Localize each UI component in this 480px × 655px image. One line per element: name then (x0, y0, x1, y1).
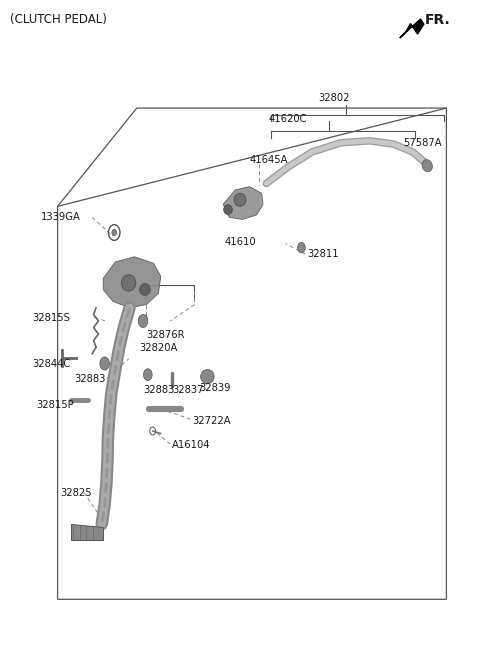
Text: 32876R: 32876R (146, 330, 185, 341)
Text: 1339GA: 1339GA (41, 212, 81, 223)
Polygon shape (400, 19, 424, 38)
Polygon shape (103, 257, 161, 308)
Text: 32815S: 32815S (33, 312, 71, 323)
Ellipse shape (121, 275, 136, 291)
Text: 32837: 32837 (172, 384, 204, 395)
Text: FR.: FR. (425, 13, 451, 27)
Text: 32825: 32825 (60, 487, 92, 498)
Text: 32839: 32839 (199, 383, 231, 393)
Text: 41610: 41610 (225, 237, 256, 248)
Text: 32722A: 32722A (192, 415, 230, 426)
Text: 57587A: 57587A (403, 138, 442, 148)
Circle shape (138, 314, 148, 328)
Ellipse shape (224, 204, 232, 215)
Text: 32811: 32811 (307, 249, 339, 259)
Text: 32802: 32802 (318, 93, 349, 103)
Text: 32820A: 32820A (139, 343, 178, 354)
Text: 32844C: 32844C (33, 358, 71, 369)
Polygon shape (223, 187, 263, 219)
Text: 41620C: 41620C (269, 114, 307, 124)
Ellipse shape (140, 284, 150, 295)
Text: 32883: 32883 (74, 373, 106, 384)
Text: (CLUTCH PEDAL): (CLUTCH PEDAL) (10, 13, 107, 26)
Ellipse shape (422, 160, 432, 172)
Ellipse shape (234, 193, 246, 206)
Text: 32815P: 32815P (36, 400, 73, 410)
Circle shape (100, 357, 109, 370)
Text: 41645A: 41645A (250, 155, 288, 166)
Circle shape (112, 229, 117, 236)
Text: 32883: 32883 (143, 384, 174, 395)
Circle shape (144, 369, 152, 381)
Polygon shape (71, 524, 103, 540)
Ellipse shape (201, 369, 214, 384)
Text: A16104: A16104 (172, 440, 210, 451)
Circle shape (298, 242, 305, 253)
